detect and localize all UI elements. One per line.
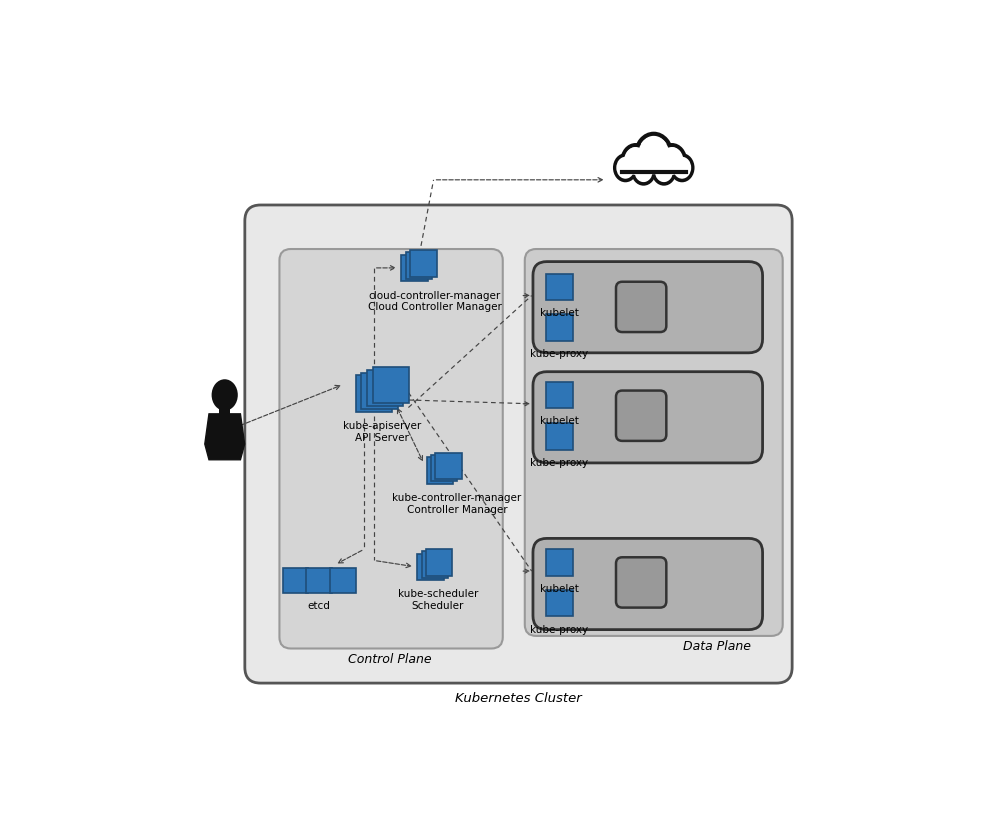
Text: kube-proxy: kube-proxy [531,349,589,359]
FancyBboxPatch shape [546,274,573,300]
FancyBboxPatch shape [616,282,666,332]
FancyBboxPatch shape [616,391,666,441]
Ellipse shape [654,160,673,182]
Polygon shape [205,414,244,460]
Text: kube-proxy: kube-proxy [531,624,589,635]
FancyBboxPatch shape [427,458,453,484]
FancyBboxPatch shape [436,453,462,480]
FancyBboxPatch shape [283,568,308,593]
Ellipse shape [616,157,635,179]
Ellipse shape [673,157,692,179]
FancyBboxPatch shape [546,423,573,449]
Text: kubelet: kubelet [540,417,579,426]
Ellipse shape [615,155,636,181]
Text: kube-controller-manager
Controller Manager: kube-controller-manager Controller Manag… [392,493,522,515]
FancyBboxPatch shape [417,553,443,580]
Text: kube-scheduler
Scheduler: kube-scheduler Scheduler [397,589,478,611]
Ellipse shape [636,134,672,176]
FancyBboxPatch shape [331,568,355,593]
Text: cloud-controller-manager
Cloud Controller Manager: cloud-controller-manager Cloud Controlle… [368,291,501,312]
FancyBboxPatch shape [401,255,428,281]
Text: Control Plane: Control Plane [347,653,432,666]
Ellipse shape [658,145,685,176]
FancyBboxPatch shape [373,367,409,404]
FancyBboxPatch shape [616,557,666,608]
FancyBboxPatch shape [406,252,433,279]
FancyBboxPatch shape [422,551,448,578]
Ellipse shape [660,147,684,175]
FancyBboxPatch shape [525,249,783,636]
Ellipse shape [653,158,674,184]
FancyBboxPatch shape [546,590,573,616]
FancyBboxPatch shape [410,250,437,277]
Bar [620,160,688,172]
Ellipse shape [622,145,648,176]
Ellipse shape [633,158,654,184]
FancyBboxPatch shape [431,455,457,481]
Ellipse shape [624,147,647,175]
Ellipse shape [635,160,652,182]
Text: etcd: etcd [308,601,331,611]
Text: kube-apiserver
API Server: kube-apiserver API Server [343,422,422,443]
FancyBboxPatch shape [533,261,762,353]
FancyBboxPatch shape [533,538,762,630]
FancyBboxPatch shape [546,382,573,408]
Ellipse shape [638,136,669,174]
FancyBboxPatch shape [245,205,792,683]
FancyBboxPatch shape [546,315,573,341]
FancyBboxPatch shape [426,549,452,575]
FancyBboxPatch shape [533,372,762,463]
Bar [220,409,230,419]
Text: kube-proxy: kube-proxy [531,458,589,468]
FancyBboxPatch shape [306,568,332,593]
Text: kubelet: kubelet [540,583,579,594]
Ellipse shape [672,155,693,181]
Text: Kubernetes Cluster: Kubernetes Cluster [455,692,582,705]
Ellipse shape [212,379,237,411]
FancyBboxPatch shape [280,249,503,649]
Text: Data Plane: Data Plane [683,640,750,653]
Text: kubelet: kubelet [540,308,579,318]
FancyBboxPatch shape [546,549,573,575]
FancyBboxPatch shape [361,373,397,409]
FancyBboxPatch shape [367,370,403,406]
FancyBboxPatch shape [355,376,392,412]
